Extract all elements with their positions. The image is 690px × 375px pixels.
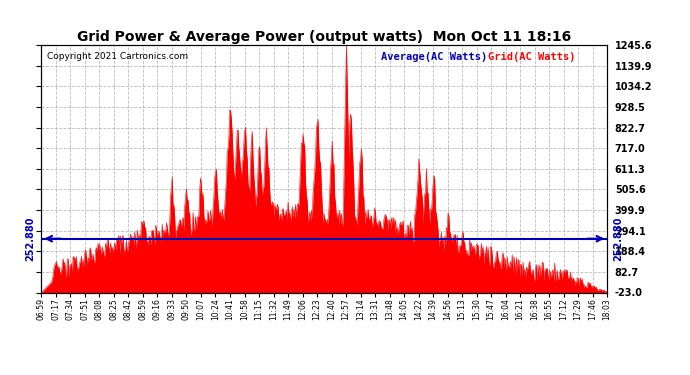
Text: Copyright 2021 Cartronics.com: Copyright 2021 Cartronics.com [47, 53, 188, 62]
Title: Grid Power & Average Power (output watts)  Mon Oct 11 18:16: Grid Power & Average Power (output watts… [77, 30, 571, 44]
Text: 252.880: 252.880 [26, 216, 36, 261]
Text: Grid(AC Watts): Grid(AC Watts) [489, 53, 576, 63]
Text: 252.880: 252.880 [613, 216, 623, 261]
Text: Average(AC Watts): Average(AC Watts) [381, 53, 487, 62]
